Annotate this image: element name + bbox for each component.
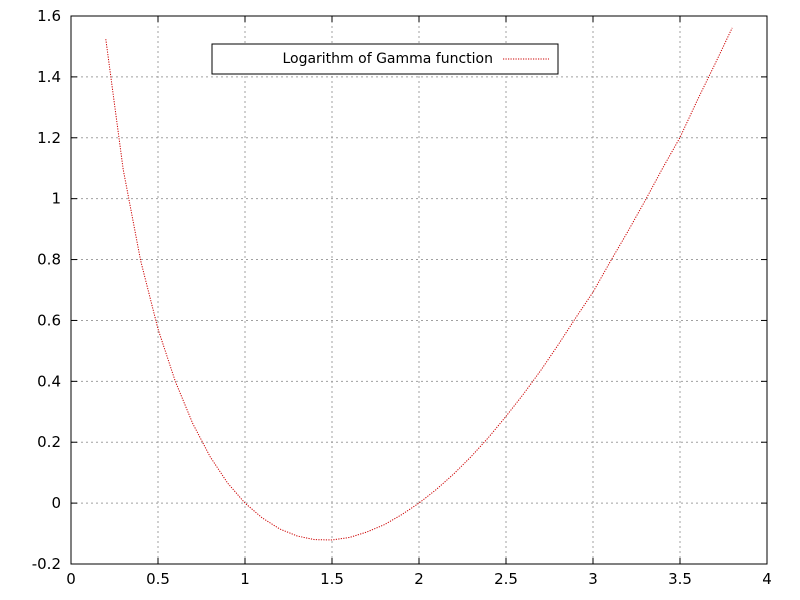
x-tick-label: 1 bbox=[240, 570, 250, 588]
x-tick-label: 2.5 bbox=[494, 570, 518, 588]
y-tick-label: 1 bbox=[51, 190, 61, 208]
y-tick-label: 0.6 bbox=[37, 311, 61, 329]
series-layer bbox=[105, 27, 733, 541]
y-tick-labels: -0.2 0 0.2 0.4 0.6 0.8 1 1.2 1.4 1.6 bbox=[32, 7, 61, 573]
legend-label: Logarithm of Gamma function bbox=[282, 51, 493, 67]
legend: Logarithm of Gamma function bbox=[211, 43, 559, 75]
x-tick-label: 1.5 bbox=[320, 570, 344, 588]
y-tick-label: 1.2 bbox=[37, 129, 61, 147]
y-tick-label: 0.4 bbox=[37, 372, 61, 390]
x-tick-label: 4 bbox=[762, 570, 772, 588]
x-tick-label: 0 bbox=[66, 570, 76, 588]
x-tick-label: 3.5 bbox=[668, 570, 692, 588]
y-tick-label: 1.4 bbox=[37, 68, 61, 86]
legend-box bbox=[211, 43, 559, 75]
y-tick-label: 1.6 bbox=[37, 7, 61, 25]
y-tick-label: 0.2 bbox=[37, 433, 61, 451]
y-tick-label: 0 bbox=[51, 494, 61, 512]
grid bbox=[71, 16, 767, 564]
x-tick-labels: 0 0.5 1 1.5 2 2.5 3 3.5 4 bbox=[66, 570, 772, 588]
y-tick-label: 0.8 bbox=[37, 251, 61, 269]
y-tick-label: -0.2 bbox=[32, 555, 61, 573]
x-tick-label: 2 bbox=[414, 570, 424, 588]
x-tick-label: 0.5 bbox=[146, 570, 170, 588]
series-line bbox=[105, 27, 733, 541]
tick-marks bbox=[70, 15, 768, 565]
x-tick-label: 3 bbox=[588, 570, 598, 588]
